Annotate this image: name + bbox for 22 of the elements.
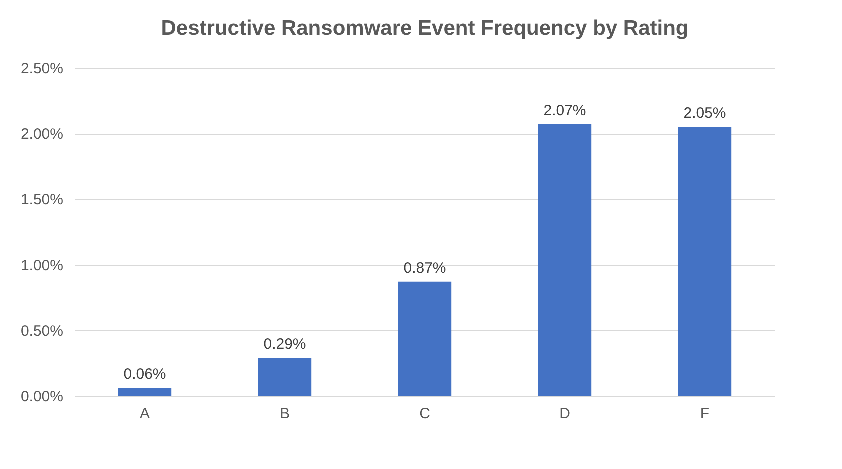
x-tick-label: A — [140, 406, 150, 422]
y-tick-label: 2.00% — [20, 126, 64, 144]
y-tick-label: 2.50% — [20, 60, 64, 78]
bar — [118, 388, 172, 396]
y-tick-label: 0.00% — [20, 388, 64, 406]
data-label: 0.06% — [124, 366, 166, 384]
data-label: 0.29% — [264, 336, 306, 353]
bar — [258, 358, 312, 396]
x-tick-label: C — [420, 406, 431, 422]
bar — [398, 282, 452, 396]
y-tick-label: 1.00% — [20, 257, 64, 274]
x-tick-label: B — [280, 406, 290, 422]
x-tick-label: D — [560, 406, 571, 422]
bar — [538, 124, 592, 396]
y-tick-label: 0.50% — [20, 322, 64, 340]
bar — [678, 127, 732, 396]
x-tick-label: F — [700, 406, 710, 422]
chart-title: Destructive Ransomware Event Frequency by Rating — [161, 17, 689, 40]
data-label: 0.87% — [404, 260, 446, 277]
data-label: 2.07% — [544, 102, 586, 120]
y-tick-label: 1.50% — [20, 192, 64, 209]
data-label: 2.05% — [684, 105, 726, 122]
